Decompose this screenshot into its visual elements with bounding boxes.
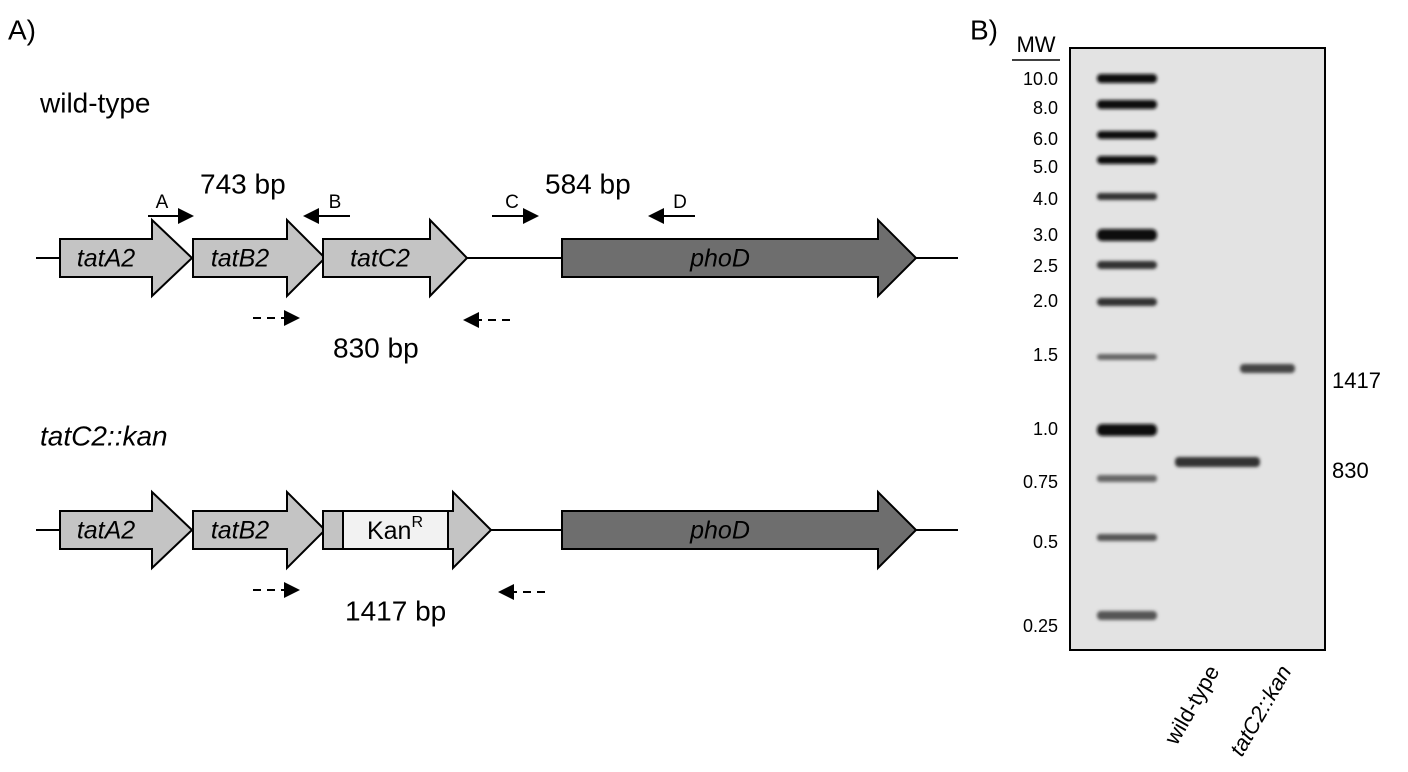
band <box>1240 364 1295 373</box>
band <box>1097 131 1157 139</box>
lane-label: wild-type <box>1159 661 1225 750</box>
ladder-label: 1.5 <box>1033 345 1058 365</box>
ladder-label: 1.0 <box>1033 419 1058 439</box>
page: A) wild-type tatA2 tatB2 tatC2 phoD A B … <box>0 0 1408 772</box>
product-size: 743 bp <box>200 168 286 199</box>
band <box>1097 534 1157 541</box>
gene-label: tatB2 <box>211 245 269 273</box>
primer-label: B <box>329 192 342 213</box>
strain-title: wild-type <box>39 87 150 118</box>
primer-label: D <box>673 192 687 213</box>
band <box>1097 74 1157 83</box>
panel-label: B) <box>970 14 998 45</box>
band <box>1097 193 1157 200</box>
ladder-label: 0.5 <box>1033 532 1058 552</box>
strain-title: tatC2::kan <box>40 420 168 451</box>
ladder-label: 4.0 <box>1033 189 1058 209</box>
band-label: 1417 <box>1332 368 1381 393</box>
gene-label: tatC2 <box>350 245 410 273</box>
ladder-label: 0.25 <box>1023 616 1058 636</box>
ladder-label: 2.0 <box>1033 291 1058 311</box>
band <box>1175 457 1260 467</box>
ladder-label: 2.5 <box>1033 256 1058 276</box>
gene-label: tatB2 <box>211 517 269 545</box>
marker-header: MW <box>1016 32 1055 57</box>
band-label: 830 <box>1332 458 1369 483</box>
cassette-name: Kan <box>367 517 411 545</box>
band <box>1097 298 1157 306</box>
primer-arrows <box>253 590 545 592</box>
ladder-labels: 10.0 8.0 6.0 5.0 4.0 3.0 2.5 2.0 1.5 1.0… <box>1023 69 1058 636</box>
band <box>1097 261 1157 269</box>
band <box>1097 475 1157 482</box>
band <box>1097 424 1157 436</box>
primer-label: C <box>505 192 519 213</box>
ladder-label: 0.75 <box>1023 472 1058 492</box>
band <box>1097 100 1157 109</box>
primer-label: A <box>156 192 169 213</box>
gene-label: phoD <box>689 517 750 545</box>
band <box>1097 354 1157 360</box>
gene-label: phoD <box>689 245 750 273</box>
gene-label: tatA2 <box>77 517 135 545</box>
figure: A) wild-type tatA2 tatB2 tatC2 phoD A B … <box>0 0 1408 772</box>
cassette-superscript: R <box>411 514 423 531</box>
ladder-label: 3.0 <box>1033 225 1058 245</box>
gene-label: tatA2 <box>77 245 135 273</box>
ladder-label: 8.0 <box>1033 98 1058 118</box>
band <box>1097 229 1157 241</box>
band <box>1097 611 1157 620</box>
lane-label: tatC2::kan <box>1225 661 1297 760</box>
product-size: 584 bp <box>545 168 631 199</box>
ladder-label: 6.0 <box>1033 129 1058 149</box>
gene-arrows <box>60 492 916 568</box>
product-size: 830 bp <box>333 332 419 363</box>
panel-label: A) <box>8 14 36 45</box>
product-size: 1417 bp <box>345 595 446 626</box>
ladder-label: 5.0 <box>1033 157 1058 177</box>
ladder-label: 10.0 <box>1023 69 1058 89</box>
band <box>1097 156 1157 164</box>
